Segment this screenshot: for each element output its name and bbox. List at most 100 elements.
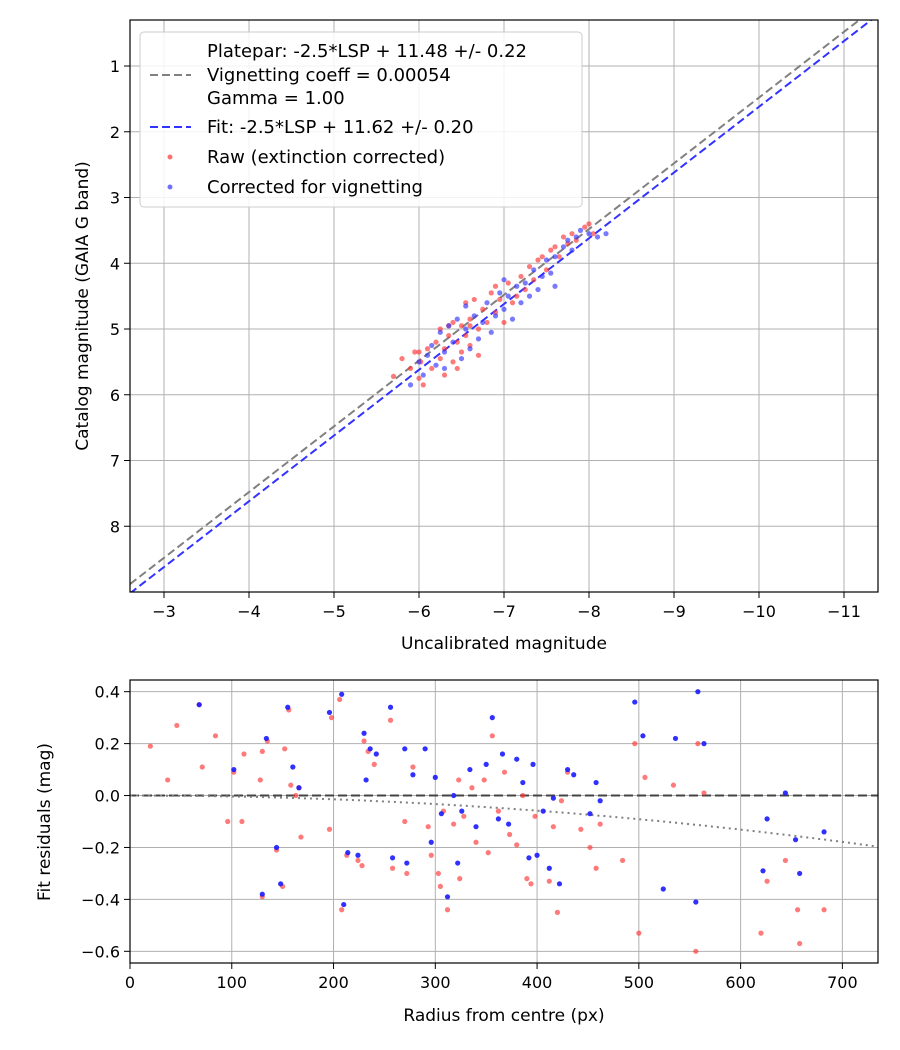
corrected-point (560, 244, 567, 250)
corrected-residual-point (782, 790, 788, 796)
raw-residual-point (695, 741, 701, 747)
raw-residual-point (821, 907, 827, 913)
raw-residual-point (456, 777, 462, 783)
raw-point (467, 316, 473, 322)
corrected-residual-point (550, 795, 556, 801)
top-x-tick-label: −5 (322, 602, 346, 621)
legend-swatch-corrected (167, 184, 173, 190)
raw-point (548, 247, 554, 253)
raw-residual-point (259, 748, 265, 754)
corrected-residual-point (695, 689, 701, 695)
corrected-residual-point (534, 852, 540, 858)
corrected-point (509, 316, 516, 322)
raw-residual-point (693, 948, 699, 954)
corrected-point (522, 280, 528, 286)
raw-residual-point (797, 940, 803, 947)
raw-point (450, 319, 456, 326)
corrected-residual-point (467, 766, 473, 773)
raw-point (582, 224, 588, 230)
raw-residual-point (506, 831, 513, 838)
corrected-residual-point (387, 704, 394, 710)
platepar-line (130, 20, 861, 585)
raw-point (420, 382, 426, 388)
raw-residual-point (642, 774, 648, 780)
corrected-point (467, 346, 473, 352)
raw-residual-point (782, 857, 788, 864)
top-x-axis-label: Uncalibrated magnitude (401, 634, 607, 654)
corrected-point (594, 234, 601, 240)
corrected-residual-point (514, 756, 520, 762)
corrected-residual-point (593, 779, 599, 786)
top-x-tick-label: −8 (577, 602, 601, 621)
top-y-tick-label: 3 (110, 189, 120, 208)
raw-point (454, 339, 460, 345)
raw-residual-point (473, 839, 479, 845)
raw-residual-point (293, 792, 299, 799)
raw-point (446, 332, 452, 339)
corrected-point (441, 349, 448, 355)
bottom-x-tick-label: 100 (216, 973, 247, 992)
raw-point (509, 300, 516, 306)
corrected-residual-point (444, 894, 451, 900)
raw-residual-point (546, 878, 552, 884)
corrected-point (552, 254, 558, 260)
corrected-point (548, 270, 554, 276)
raw-residual-point (764, 878, 770, 884)
raw-residual-point (636, 930, 642, 936)
bottom-y-tick-label: −0.4 (81, 890, 120, 909)
corrected-point (458, 355, 465, 362)
corrected-residual-point (231, 766, 237, 773)
fit-line (130, 20, 873, 592)
legend-label-fit: Fit: -2.5*LSP + 11.62 +/- 0.20 (207, 117, 474, 138)
bottom-x-tick-label: 500 (624, 973, 655, 992)
raw-residual-point (461, 813, 467, 819)
corrected-residual-point (701, 741, 707, 747)
raw-residual-point (212, 733, 219, 739)
raw-residual-point (147, 743, 153, 749)
corrected-residual-point (363, 777, 369, 783)
raw-residual-point (532, 813, 538, 819)
corrected-residual-point (526, 855, 532, 861)
corrected-point (552, 283, 558, 289)
raw-residual-point (457, 876, 463, 882)
raw-point (539, 254, 545, 260)
raw-point (497, 296, 503, 303)
corrected-residual-point (495, 816, 502, 822)
corrected-residual-point (296, 785, 302, 791)
corrected-point (577, 227, 584, 233)
raw-point (560, 234, 567, 240)
corrected-residual-point (451, 792, 457, 799)
corrected-residual-point (278, 881, 284, 887)
top-y-tick-label: 8 (110, 517, 120, 536)
raw-point (475, 326, 482, 332)
raw-residual-point (328, 715, 335, 721)
top-ticks: −3 −4 −5 −6 −7 −8 −9 −10 −11 1 2 3 4 5 6 7 8 (110, 57, 861, 621)
raw-residual-point (404, 870, 410, 877)
raw-point (412, 349, 418, 355)
corrected-point (518, 300, 524, 306)
top-y-tick-label: 6 (110, 386, 120, 405)
bottom-y-axis-label: Fit residuals (mag) (35, 743, 55, 901)
top-plot: −3 −4 −5 −6 −7 −8 −9 −10 −11 1 2 3 4 5 6 7 8 Uncalibrate… (73, 19, 879, 654)
corrected-residual-point (530, 761, 536, 767)
raw-residual-point (587, 844, 593, 851)
raw-residual-point (795, 907, 801, 913)
raw-residual-point (489, 733, 495, 739)
raw-residual-point (239, 818, 245, 825)
raw-residual-point (520, 792, 526, 799)
corrected-point (565, 237, 571, 243)
raw-point (569, 231, 575, 237)
raw-residual-point (469, 785, 475, 791)
corrected-point (586, 231, 592, 237)
corrected-residual-point (760, 868, 766, 874)
corrected-point (505, 293, 511, 299)
corrected-point (497, 290, 503, 296)
top-x-tick-label: −3 (152, 602, 176, 621)
raw-residual-point (165, 777, 171, 783)
raw-point (552, 244, 558, 250)
corrected-point (501, 277, 507, 283)
raw-point (441, 372, 448, 378)
raw-residual-point (597, 821, 603, 827)
raw-point (480, 306, 486, 312)
corrected-residual-point (438, 811, 445, 817)
